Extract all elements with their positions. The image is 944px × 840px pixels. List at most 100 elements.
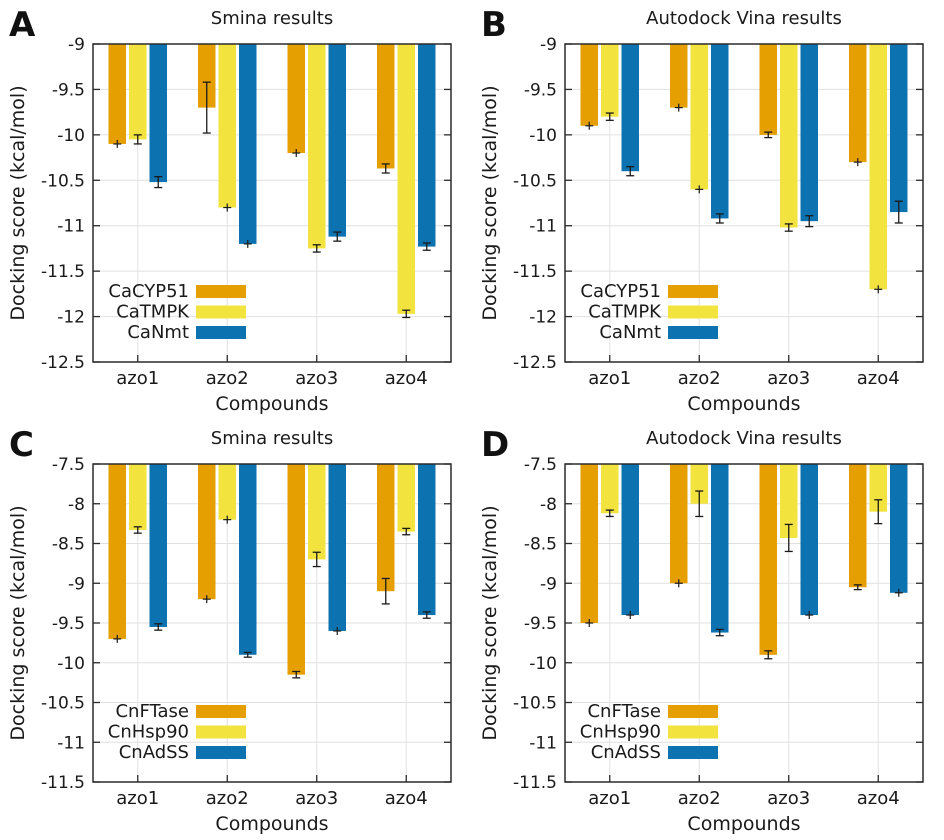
y-tick-label: -9.5 bbox=[52, 614, 85, 634]
x-tick-label: azo1 bbox=[588, 788, 631, 809]
legend-label: CnHsp90 bbox=[580, 722, 661, 743]
y-tick-label: -11.5 bbox=[41, 262, 85, 282]
bar-CaTMPK-azo2 bbox=[690, 44, 708, 190]
legend-label: CaTMPK bbox=[588, 302, 662, 323]
bar-CaNmt-azo1 bbox=[149, 44, 167, 183]
bar-CaNmt-azo4 bbox=[890, 44, 908, 213]
panel-title-b: Autodock Vina results bbox=[646, 8, 842, 29]
y-tick-label: -9.5 bbox=[52, 80, 85, 100]
plot-frame bbox=[564, 43, 924, 363]
bar-CaNmt-azo2 bbox=[239, 44, 257, 244]
x-tick-label: azo2 bbox=[206, 368, 249, 389]
bar-CnHsp90-azo4 bbox=[869, 464, 887, 512]
y-tick-label: -7.5 bbox=[524, 455, 557, 475]
y-axis-label: Docking score (kcal/mol) bbox=[7, 505, 29, 740]
y-axis-label: Docking score (kcal/mol) bbox=[479, 85, 501, 320]
y-tick-label: -10.5 bbox=[513, 694, 557, 714]
plot-frame bbox=[564, 463, 924, 783]
y-tick-label: -8 bbox=[540, 495, 557, 515]
y-tick-label: -12 bbox=[529, 308, 557, 328]
y-tick-label: -11.5 bbox=[513, 262, 557, 282]
x-tick-label: azo4 bbox=[857, 788, 900, 809]
x-tick-label: azo1 bbox=[116, 368, 159, 389]
bar-CaCYP51-azo1 bbox=[108, 44, 126, 144]
panel-title-a: Smina results bbox=[210, 8, 334, 29]
y-axis-label: Docking score (kcal/mol) bbox=[7, 85, 29, 320]
y-tick-label: -10.5 bbox=[513, 171, 557, 191]
y-tick-label: -11 bbox=[57, 217, 85, 237]
legend-swatch bbox=[196, 285, 246, 298]
bar-CnHsp90-azo2 bbox=[218, 464, 236, 520]
bar-CaNmt-azo3 bbox=[328, 44, 346, 237]
legend-label: CaTMPK bbox=[116, 302, 190, 323]
legend-swatch bbox=[668, 326, 718, 339]
panel-letter-b: B bbox=[481, 5, 507, 45]
panel-letter-d: D bbox=[481, 425, 510, 465]
panel-letter-c: C bbox=[9, 425, 34, 465]
y-tick-label: -10.5 bbox=[41, 171, 85, 191]
x-axis-label: Compounds bbox=[215, 813, 328, 835]
panel-a: -9 -9.5 -10 -10.5 -11 -11.5 -12 -12.5 azo1 azo2 az… bbox=[0, 0, 472, 420]
x-tick-label: azo4 bbox=[385, 368, 428, 389]
y-tick-label: -8 bbox=[68, 495, 85, 515]
bar-CaTMPK-azo1 bbox=[129, 44, 147, 140]
bar-CaNmt-azo1 bbox=[621, 44, 639, 172]
bar-CnHsp90-azo3 bbox=[308, 464, 326, 560]
bar-CnAdSS-azo2 bbox=[711, 464, 729, 633]
legend-label: CaNmt bbox=[599, 322, 661, 343]
y-tick-label: -11.5 bbox=[41, 773, 85, 793]
x-tick-label: azo3 bbox=[295, 788, 338, 809]
legend-swatch bbox=[196, 705, 246, 718]
bar-CnFTase-azo1 bbox=[580, 464, 598, 623]
bar-CnFTase-azo4 bbox=[377, 464, 395, 592]
x-tick-label: azo1 bbox=[116, 788, 159, 809]
y-tick-label: -11.5 bbox=[513, 773, 557, 793]
x-tick-label: azo3 bbox=[767, 368, 810, 389]
bar-CaTMPK-azo2 bbox=[218, 44, 236, 208]
y-tick-label: -9 bbox=[68, 35, 85, 55]
y-tick-label: -10 bbox=[529, 654, 557, 674]
x-tick-label: azo2 bbox=[206, 788, 249, 809]
legend-label: CnFTase bbox=[115, 701, 189, 722]
legend-label: CaNmt bbox=[127, 322, 189, 343]
bar-CaTMPK-azo3 bbox=[780, 44, 798, 228]
panel-c: -7.5 -8 -8.5 -9 -9.5 -10 -10.5 -11 -11.5 azo1 azo2… bbox=[0, 420, 472, 840]
plot-frame bbox=[92, 463, 452, 783]
bar-CnHsp90-azo3 bbox=[780, 464, 798, 538]
bar-CnFTase-azo1 bbox=[108, 464, 126, 639]
x-tick-label: azo2 bbox=[678, 788, 721, 809]
bar-CnHsp90-azo2 bbox=[690, 464, 708, 504]
bar-CaCYP51-azo2 bbox=[198, 44, 216, 108]
legend-label: CnFTase bbox=[587, 701, 661, 722]
y-tick-label: -11 bbox=[529, 733, 557, 753]
panel-title-c: Smina results bbox=[210, 428, 334, 449]
y-tick-label: -11 bbox=[529, 217, 557, 237]
chart-svg-b: -9 -9.5 -10 -10.5 -11 -11.5 -12 -12.5 azo1 azo2 az… bbox=[479, 35, 924, 415]
x-tick-label: azo3 bbox=[767, 788, 810, 809]
chart-svg-a: -9 -9.5 -10 -10.5 -11 -11.5 -12 -12.5 azo1 azo2 az… bbox=[7, 35, 452, 415]
legend-swatch bbox=[668, 746, 718, 759]
bar-CaCYP51-azo3 bbox=[759, 44, 777, 135]
bar-CaTMPK-azo4 bbox=[869, 44, 887, 290]
bar-CaCYP51-azo2 bbox=[670, 44, 688, 108]
y-tick-label: -7.5 bbox=[52, 455, 85, 475]
bar-CnFTase-azo4 bbox=[849, 464, 867, 588]
legend-swatch bbox=[196, 305, 246, 319]
legend-swatch bbox=[196, 326, 246, 339]
legend-swatch bbox=[668, 305, 718, 319]
x-tick-label: azo1 bbox=[588, 368, 631, 389]
y-tick-label: -9.5 bbox=[524, 80, 557, 100]
panel-letter-a: A bbox=[9, 5, 36, 45]
bar-CaCYP51-azo1 bbox=[580, 44, 598, 126]
bar-CnFTase-azo3 bbox=[759, 464, 777, 655]
legend-label: CnAdSS bbox=[119, 742, 189, 763]
y-tick-label: -12 bbox=[57, 308, 85, 328]
legend-swatch bbox=[196, 746, 246, 759]
x-axis-label: Compounds bbox=[215, 393, 328, 415]
legend-swatch bbox=[668, 285, 718, 298]
y-tick-label: -10 bbox=[529, 126, 557, 146]
legend-label: CnHsp90 bbox=[108, 722, 189, 743]
chart-svg-d: -7.5 -8 -8.5 -9 -9.5 -10 -10.5 -11 -11.5 azo1 azo2… bbox=[479, 455, 924, 835]
y-tick-label: -12.5 bbox=[41, 353, 85, 373]
